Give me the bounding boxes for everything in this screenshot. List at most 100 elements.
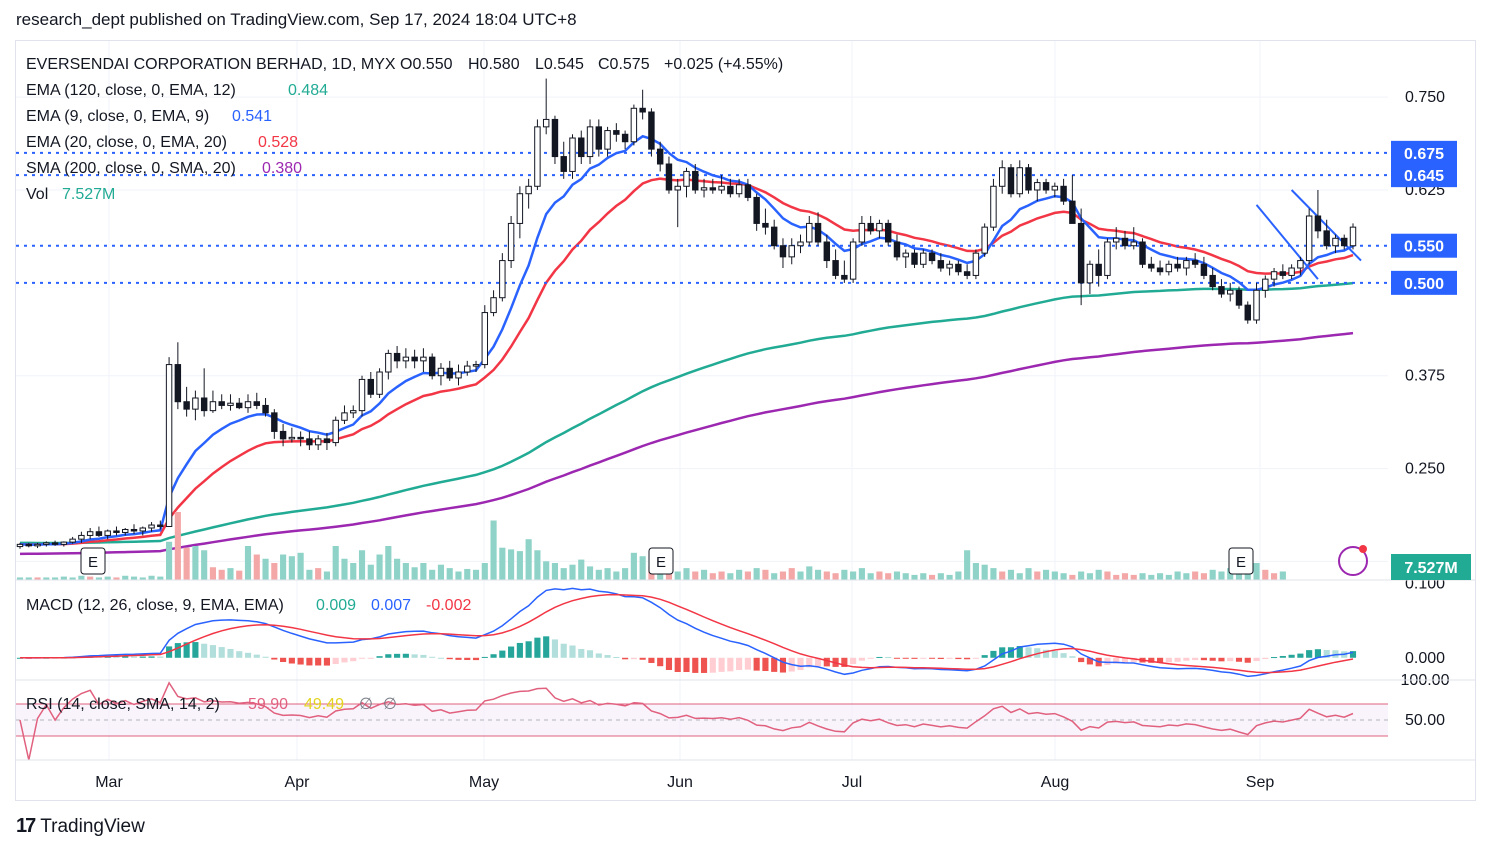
volume-bar [639, 556, 646, 580]
candle-body [727, 185, 734, 195]
volume-bar [911, 574, 918, 580]
volume-bar [946, 574, 953, 580]
volume-bar [709, 573, 716, 580]
volume-bar [779, 571, 787, 580]
candle-body [1165, 263, 1173, 273]
macd-histogram-bar [814, 657, 822, 667]
candle-body [34, 543, 41, 547]
candle-body [1332, 237, 1339, 247]
candle-body [893, 241, 901, 258]
candles [16, 78, 1357, 549]
candle-body [928, 252, 936, 262]
candle-body [1148, 263, 1155, 269]
volume-bar [1262, 569, 1269, 580]
volume-tag [1391, 554, 1471, 580]
macd-histogram-bar [858, 657, 865, 661]
volume-bar [753, 568, 760, 580]
volume-bar [280, 554, 287, 580]
macd-histogram-bar [1007, 647, 1015, 658]
candle-body [1060, 185, 1067, 202]
candle-body [700, 187, 708, 191]
macd-histogram-bar [937, 657, 944, 659]
macd-histogram-bar [139, 656, 146, 658]
volume-bar [551, 563, 559, 580]
candle-body [209, 401, 217, 412]
ohlc-open: O0.550 [400, 56, 453, 73]
candle-body [192, 397, 199, 410]
volume-bar [683, 568, 690, 580]
macd-histogram-bar [1332, 650, 1339, 658]
candle-body [174, 364, 182, 403]
publish-info: research_dept published on TradingView.c… [16, 10, 577, 29]
macd-histogram-bar [885, 656, 892, 658]
brand-footer[interactable]: 17 TradingView [16, 815, 145, 838]
volume-bar [937, 573, 944, 580]
volume-bar [244, 546, 252, 580]
macd-histogram-bar [218, 647, 225, 658]
macd-histogram-bar [341, 657, 348, 663]
candle-body [770, 226, 778, 247]
macd-histogram-bar [779, 657, 787, 673]
volume-bar [604, 568, 611, 580]
volume-bar [174, 512, 181, 580]
volume-bar [736, 569, 743, 580]
macd-histogram-bar [1349, 651, 1357, 658]
volume-bar [78, 575, 85, 580]
candle-body [551, 118, 559, 158]
volume-bar [104, 576, 111, 580]
volume-bar [394, 558, 401, 580]
volume-bar [455, 571, 462, 580]
candle-body [744, 184, 752, 198]
candle-body [288, 436, 296, 440]
volume-bar [543, 561, 550, 580]
macd-histogram-bar [1174, 657, 1181, 662]
candle-body [1016, 167, 1023, 195]
x-tick-label: Aug [1041, 774, 1069, 791]
candle-body [464, 365, 471, 373]
macd-histogram-bar [700, 657, 708, 673]
candle-body [1174, 263, 1181, 269]
volume-bar [841, 569, 848, 580]
macd-histogram-bar [508, 646, 515, 658]
volume-bar [718, 571, 725, 580]
macd-histogram-bar [1192, 657, 1199, 661]
volume-bar [437, 564, 445, 580]
y-tick-label: 0.250 [1405, 461, 1445, 478]
volume-bar [613, 571, 620, 580]
y-tick-label: 0.750 [1405, 89, 1445, 106]
candle-body [981, 226, 988, 254]
candle-body [823, 241, 831, 262]
candle-body [639, 107, 646, 113]
macd-histogram-bar [902, 657, 909, 659]
macd-histogram-bar [499, 650, 506, 658]
volume-bar [95, 577, 102, 580]
candle-body [253, 401, 261, 406]
candle-body [279, 430, 287, 440]
candle-body [648, 111, 655, 150]
candle-body [1051, 185, 1059, 191]
candle-body [43, 542, 50, 545]
candle-body [709, 187, 717, 191]
volume-bar [964, 550, 971, 580]
candle-body [341, 412, 348, 421]
candle-body [385, 352, 392, 373]
earnings-marker-label: E [88, 554, 98, 571]
candle-body [367, 378, 375, 395]
candle-body [1086, 263, 1094, 284]
volume-bar [262, 558, 269, 580]
candle-body [148, 524, 155, 529]
macd-histogram-bar [1069, 656, 1076, 658]
candle-body [946, 263, 953, 269]
candle-body [911, 252, 918, 265]
macd-histogram-bar [1306, 650, 1313, 658]
earnings-marker [648, 547, 674, 575]
level-tag-3 [1391, 270, 1457, 295]
volume-bar [578, 559, 585, 580]
candle-body [1130, 241, 1137, 247]
volume-bar [446, 568, 453, 580]
volume-bar [1095, 569, 1102, 580]
candle-body [78, 534, 85, 540]
candle-body [51, 542, 59, 545]
volume-bar [385, 546, 392, 580]
